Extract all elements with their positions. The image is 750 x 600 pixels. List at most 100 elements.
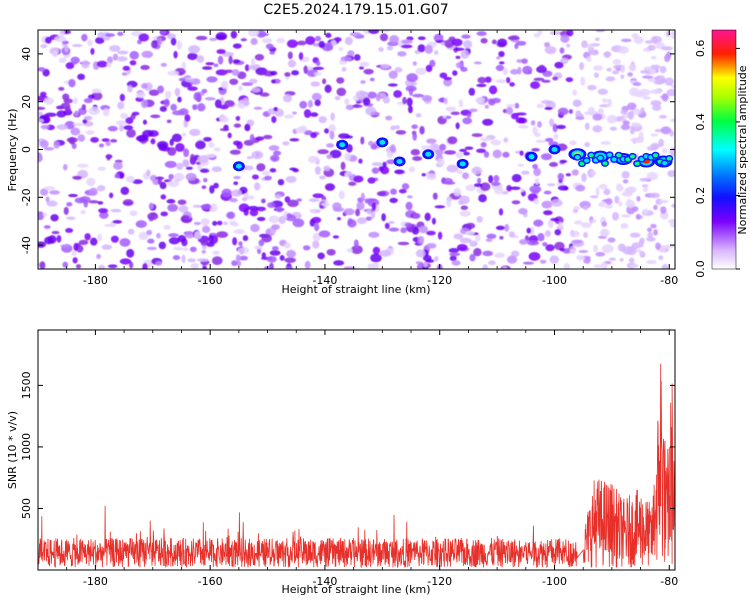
- spectrogram-cell: [371, 162, 383, 167]
- spectrogram-cell: [618, 46, 629, 54]
- snr-x-tick-label: -140: [312, 575, 337, 588]
- spectrogram-cell: [213, 147, 221, 152]
- spectrogram-cell: [163, 98, 170, 108]
- spectrogram-cell: [136, 91, 146, 99]
- spectrogram-cell: [176, 40, 183, 50]
- spectrogram-cell: [195, 140, 206, 150]
- spectrogram-cell: [544, 42, 551, 48]
- spectrogram-cell: [138, 33, 150, 42]
- spectrogram-cell: [379, 33, 389, 42]
- spectrogram-cell: [318, 230, 331, 238]
- spectrogram-cell: [82, 119, 88, 124]
- spectrogram-cell: [256, 206, 266, 212]
- spectrogram-cell: [110, 235, 119, 243]
- ridge-mid: [396, 158, 403, 164]
- spectrogram-cell: [113, 161, 123, 170]
- spectrogram-cell: [508, 231, 515, 238]
- spectrogram-cell: [446, 198, 452, 208]
- spectrogram-cell: [507, 35, 520, 41]
- spectrogram-cell: [60, 102, 71, 110]
- spectrogram-cell: [408, 166, 416, 173]
- spectrogram-cell: [261, 234, 272, 243]
- spectrogram-cell: [595, 251, 606, 257]
- spectrogram-cell: [71, 250, 77, 256]
- spectrogram-cell: [545, 244, 555, 252]
- spectrogram-cell: [315, 35, 322, 42]
- spectrogram-x-tick-label: -180: [83, 274, 108, 287]
- spectrogram-cell: [410, 149, 421, 156]
- spectrogram-cell: [333, 260, 345, 266]
- spectrogram-cell: [356, 217, 367, 225]
- spectrogram-y-tick-label: -40: [20, 236, 33, 254]
- spectrogram-cell: [229, 197, 238, 203]
- spectrogram-cell: [244, 165, 254, 171]
- spectrogram-cell: [317, 149, 329, 155]
- ridge-mid: [379, 139, 386, 145]
- spectrogram-cell: [177, 199, 187, 205]
- spectrogram-cell: [447, 136, 458, 145]
- spectrogram-cell: [488, 85, 498, 95]
- spectrogram-cell: [269, 250, 281, 256]
- spectrogram-cell: [511, 112, 519, 120]
- spectrogram-cell: [580, 222, 592, 229]
- spectrogram-cell: [408, 87, 414, 96]
- spectrogram-cell: [495, 225, 505, 231]
- spectrogram-cell: [308, 198, 320, 202]
- spectrogram-cell: [126, 248, 135, 258]
- spectrogram-cell: [232, 43, 242, 49]
- spectrogram-cell: [271, 224, 280, 230]
- spectrogram-cell: [643, 66, 651, 71]
- spectrogram-cell: [122, 65, 130, 71]
- spectrogram-cell: [56, 235, 62, 243]
- spectrogram-cell: [285, 175, 297, 183]
- spectrogram-cell: [209, 185, 215, 194]
- ridge-band-core: [652, 153, 658, 158]
- spectrogram-cell: [372, 246, 381, 255]
- spectrogram-cell: [70, 127, 81, 136]
- spectrogram-cell: [157, 176, 162, 186]
- spectrogram-cell: [117, 31, 124, 37]
- spectrogram-cell: [227, 132, 232, 139]
- spectrogram-cell: [251, 87, 261, 93]
- spectrogram-cell: [347, 50, 355, 57]
- spectrogram-cell: [425, 64, 433, 73]
- spectrogram-cell: [541, 200, 553, 209]
- ridge-mid: [528, 154, 535, 160]
- spectrogram-cell: [49, 47, 60, 55]
- spectrogram-cell: [358, 158, 363, 164]
- spectrogram-cell: [200, 204, 212, 210]
- spectrogram-cell: [445, 115, 452, 120]
- spectrogram-cell: [437, 158, 445, 166]
- spectrogram-cell: [169, 138, 174, 146]
- spectrogram-cell: [291, 70, 300, 76]
- ridge-mid: [551, 147, 558, 152]
- spectrogram-cell: [650, 100, 662, 107]
- spectrogram-cell: [283, 114, 295, 119]
- spectrogram-cell: [530, 81, 541, 90]
- spectrogram-cell: [622, 179, 629, 184]
- spectrogram-cell: [522, 65, 533, 75]
- spectrogram-cell: [636, 195, 641, 202]
- spectrogram-cell: [265, 43, 274, 50]
- spectrogram-cell: [506, 255, 518, 264]
- spectrogram-cell: [638, 239, 644, 248]
- spectrogram-cell: [606, 114, 618, 124]
- spectrogram-cell: [190, 262, 200, 269]
- colorbar-label: Normalized spectral amplitude: [736, 65, 749, 234]
- spectrogram-x-ticks: -180 -160 -140 -120 -100 -80: [37, 30, 678, 287]
- spectrogram-cell: [219, 128, 230, 132]
- spectrogram-cell: [421, 145, 432, 151]
- spectrogram-cell: [351, 245, 363, 255]
- snr-x-ticks: -180 -160 -140 -120 -100 -80: [37, 330, 678, 588]
- spectrogram-cell: [650, 133, 659, 137]
- spectrogram-cell: [553, 133, 559, 140]
- spectrogram-cell: [121, 72, 128, 76]
- spectrogram-cell: [238, 241, 243, 247]
- spectrogram-cell: [334, 96, 341, 101]
- spectrogram-cell: [509, 186, 521, 191]
- spectrogram-cell: [216, 231, 229, 238]
- spectrogram-cell: [269, 168, 277, 173]
- spectrogram-cell: [479, 137, 492, 142]
- spectrogram-cell: [137, 39, 142, 45]
- spectrogram-cell: [172, 246, 184, 251]
